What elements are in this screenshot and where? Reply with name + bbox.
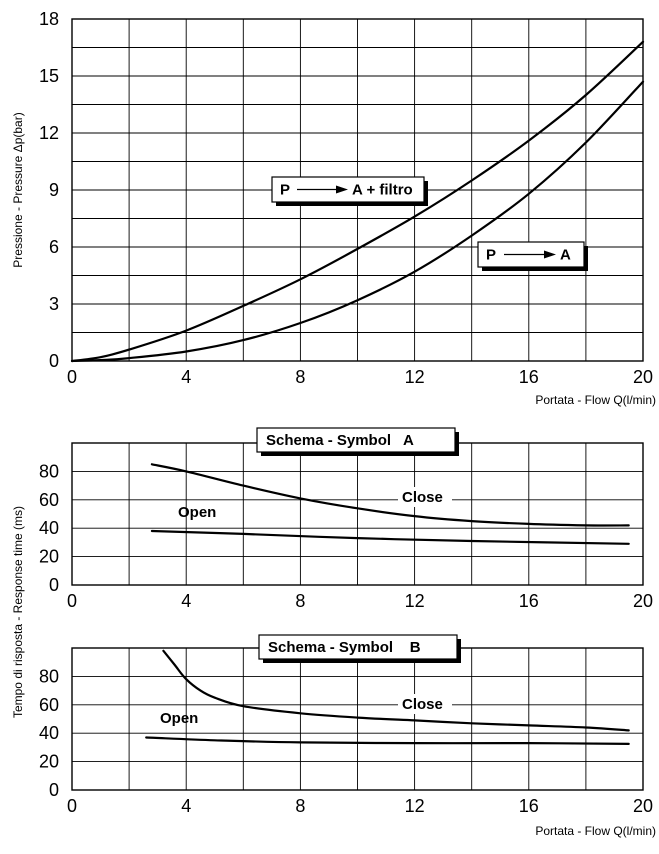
y-tick-label: 40 xyxy=(39,723,59,743)
y-tick-label: 0 xyxy=(49,351,59,371)
plot-frame xyxy=(71,18,644,362)
y-tick-label: 12 xyxy=(39,123,59,143)
x-axis-title-top: Portata - Flow Q(l/min) xyxy=(535,393,656,407)
series-label-close-a-text: Close xyxy=(402,489,443,506)
series-line-0 xyxy=(150,463,630,527)
series-label-p-a-filtro-p: P xyxy=(280,182,290,199)
gridlines xyxy=(72,648,643,790)
series-label-p-a-rest: A xyxy=(560,247,571,264)
response-time-chart-symbol-a: 0 4 8 12 16 20 0 20 40 60 80 Schema - Symbol A Close… xyxy=(39,427,653,611)
series-label-open-b-text: Open xyxy=(160,710,198,727)
y-tick-label: 60 xyxy=(39,695,59,715)
x-tick-label: 20 xyxy=(633,367,653,387)
y-tick-label: 9 xyxy=(49,180,59,200)
y-tick-label: 0 xyxy=(49,780,59,800)
series-label-close-b-bg xyxy=(398,694,452,714)
y-tick-label: 20 xyxy=(39,752,59,772)
x-tick-label: 4 xyxy=(181,591,191,611)
chart-title-symbol-b: Schema - Symbol B xyxy=(258,634,461,663)
x-tick-label: 8 xyxy=(295,367,305,387)
y-tick-label: 40 xyxy=(39,518,59,538)
x-axis-title-bottom: Portata - Flow Q(l/min) xyxy=(535,824,656,838)
series-label-p-a-filtro-arrow-head xyxy=(336,185,348,194)
y-tick-label: 80 xyxy=(39,461,59,481)
y-tick-label: 3 xyxy=(49,294,59,314)
x-tick-label: 20 xyxy=(633,796,653,816)
x-tick-label: 8 xyxy=(295,591,305,611)
y-tick-label: 15 xyxy=(39,66,59,86)
series-label-close-a: Close xyxy=(398,487,452,507)
x-tick-label: 8 xyxy=(295,796,305,816)
y-tick-label: 60 xyxy=(39,490,59,510)
x-tick-label: 4 xyxy=(181,367,191,387)
gridlines xyxy=(72,443,643,585)
series-label-close-b: Close xyxy=(398,694,452,714)
y-axis-title-pressure: Pressione - Pressure Δp(bar) xyxy=(11,112,25,267)
series-label-open-a: Open xyxy=(178,504,216,521)
x-tick-label: 0 xyxy=(67,796,77,816)
series-label-open-b: Open xyxy=(160,710,198,727)
chart-title-symbol-b-box xyxy=(258,634,458,660)
y-tick-label: 6 xyxy=(49,237,59,257)
series-label-close-b-text: Close xyxy=(402,696,443,713)
series-label-close-a-bg xyxy=(398,487,452,507)
y-tick-label: 0 xyxy=(49,575,59,595)
x-tick-label: 12 xyxy=(405,591,425,611)
x-tick-label: 16 xyxy=(519,367,539,387)
y-tick-label: 18 xyxy=(39,9,59,29)
series-line-0 xyxy=(162,649,630,732)
y-tick-label: 80 xyxy=(39,666,59,686)
series-line-0 xyxy=(70,40,645,363)
chart-title-symbol-a-box xyxy=(256,427,456,453)
x-tick-label: 16 xyxy=(519,796,539,816)
chart-title-symbol-a-text: Schema - Symbol A xyxy=(266,432,414,449)
x-tick-label: 12 xyxy=(405,796,425,816)
y-tick-label: 20 xyxy=(39,547,59,567)
series-line-1 xyxy=(150,529,630,545)
chart-title-symbol-a: Schema - Symbol A xyxy=(256,427,459,456)
x-tick-label: 0 xyxy=(67,591,77,611)
series-line-1 xyxy=(70,80,645,363)
series-label-open-a-text: Open xyxy=(178,504,216,521)
response-time-chart-symbol-b: 0 4 8 12 16 20 0 20 40 60 80 Schema - Symbol B Close… xyxy=(39,634,653,816)
x-tick-label: 4 xyxy=(181,796,191,816)
chart-title-symbol-b-text: Schema - Symbol B xyxy=(268,639,421,656)
series-label-p-a-arrow-head xyxy=(544,250,556,259)
x-tick-label: 20 xyxy=(633,591,653,611)
series-label-p-a-p: P xyxy=(486,247,496,264)
x-tick-label: 16 xyxy=(519,591,539,611)
series-label-p-a-filtro-rest: A + filtro xyxy=(352,182,413,199)
series-label-p-a-filtro: P A + filtro xyxy=(271,176,428,206)
series-line-1 xyxy=(145,736,630,745)
x-tick-label: 0 xyxy=(67,367,77,387)
x-tick-label: 12 xyxy=(405,367,425,387)
y-axis-title-response-time: Tempo di risposta - Response time (ms) xyxy=(11,506,25,718)
